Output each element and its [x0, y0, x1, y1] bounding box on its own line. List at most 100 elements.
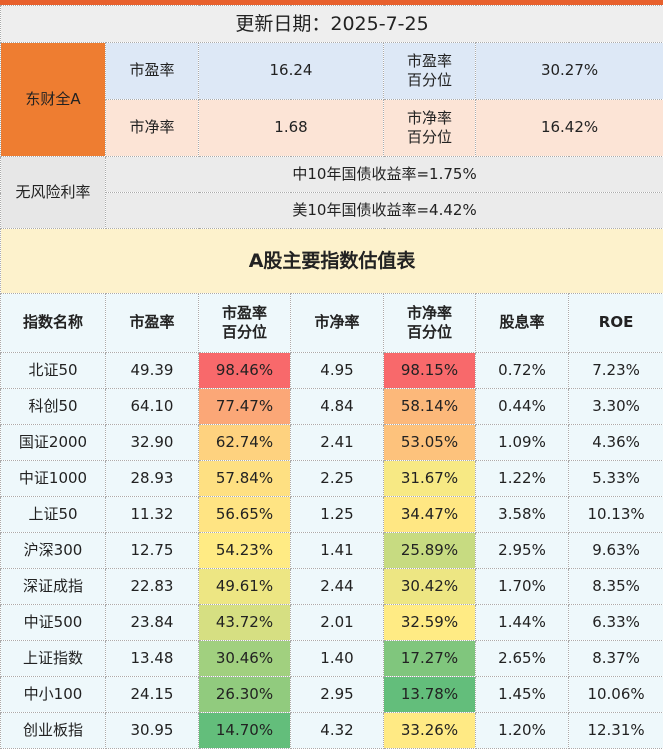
cell: 31.67% — [383, 460, 476, 497]
cell: 中10年国债收益率=1.75% — [104, 156, 663, 193]
cell: 0.72% — [475, 352, 569, 389]
cell: 23.84 — [105, 604, 199, 641]
cell: 32.90 — [105, 424, 199, 461]
cell: 9.63% — [567, 532, 663, 569]
cell: 30.46% — [198, 640, 291, 677]
index-name: 北证50 — [0, 352, 106, 389]
update-date: 更新日期：2025-7-25 — [0, 5, 663, 43]
cell: 53.05% — [383, 424, 476, 461]
summary-label: 东财全A — [0, 42, 106, 157]
cell: 4.95 — [290, 352, 384, 389]
top-bar — [0, 0, 663, 5]
cell: 49.39 — [105, 352, 199, 389]
column-header: 市净率 百分位 — [383, 293, 476, 353]
index-name: 国证2000 — [0, 424, 106, 461]
index-name: 上证50 — [0, 496, 106, 533]
column-header: 市盈率 百分位 — [198, 293, 291, 353]
row: 上证指数 13.48 30.46% 1.40 17.27% 2.65% 8.37% — [0, 640, 663, 677]
cell: 2.95% — [475, 532, 569, 569]
cell: 30.95 — [105, 712, 199, 749]
cell: 26.30% — [198, 676, 291, 713]
cell: 43.72% — [198, 604, 291, 641]
cell: 49.61% — [198, 568, 291, 605]
cell: 8.37% — [567, 640, 663, 677]
cell: 3.30% — [567, 388, 663, 425]
cell: 6.33% — [567, 604, 663, 641]
cell: 13.48 — [105, 640, 199, 677]
cell: 1.25 — [290, 496, 384, 533]
cell: 0.44% — [475, 388, 569, 425]
cell: 1.22% — [475, 460, 569, 497]
row: 科创50 64.10 77.47% 4.84 58.14% 0.44% 3.30% — [0, 388, 663, 425]
cell: 17.27% — [383, 640, 476, 677]
cell: 30.42% — [383, 568, 476, 605]
index-name: 中证1000 — [0, 460, 106, 497]
cell: 11.32 — [105, 496, 199, 533]
cell: 5.33% — [567, 460, 663, 497]
cell: 2.65% — [475, 640, 569, 677]
cell: 58.14% — [383, 388, 476, 425]
cell: 市净率 — [105, 99, 199, 157]
cell: 62.74% — [198, 424, 291, 461]
cell: 24.15 — [105, 676, 199, 713]
cell: 56.65% — [198, 496, 291, 533]
row: 沪深300 12.75 54.23% 1.41 25.89% 2.95% 9.63% — [0, 532, 663, 569]
cell: 1.41 — [290, 532, 384, 569]
cell: 2.44 — [290, 568, 384, 605]
cell: 8.35% — [567, 568, 663, 605]
row: 北证50 49.39 98.46% 4.95 98.15% 0.72% 7.23% — [0, 352, 663, 389]
cell: 2.01 — [290, 604, 384, 641]
index-name: 创业板指 — [0, 712, 106, 749]
cell: 12.75 — [105, 532, 199, 569]
risk-label: 无风险利率 — [0, 156, 106, 229]
index-name: 上证指数 — [0, 640, 106, 677]
cell: 34.47% — [383, 496, 476, 533]
cell: 98.46% — [198, 352, 291, 389]
cell: 3.58% — [475, 496, 569, 533]
cell: 13.78% — [383, 676, 476, 713]
row: 上证50 11.32 56.65% 1.25 34.47% 3.58% 10.13% — [0, 496, 663, 533]
cell: 30.27% — [474, 42, 663, 100]
cell: 1.70% — [475, 568, 569, 605]
cell: 1.44% — [475, 604, 569, 641]
cell: 12.31% — [567, 712, 663, 749]
column-header: 股息率 — [475, 293, 569, 353]
index-name: 沪深300 — [0, 532, 106, 569]
cell: 98.15% — [383, 352, 476, 389]
row: 国证2000 32.90 62.74% 2.41 53.05% 1.09% 4.36% — [0, 424, 663, 461]
cell: 32.59% — [383, 604, 476, 641]
cell: 22.83 — [105, 568, 199, 605]
cell: 2.95 — [290, 676, 384, 713]
column-header: 市净率 — [290, 293, 384, 353]
cell: 1.40 — [290, 640, 384, 677]
cell: 54.23% — [198, 532, 291, 569]
column-header: 指数名称 — [0, 293, 106, 353]
cell: 7.23% — [567, 352, 663, 389]
summary-table: 更新日期：2025-7-25 东财全A 市盈率 16.24 市盈率 百分位 30… — [0, 5, 663, 749]
cell: 64.10 — [105, 388, 199, 425]
row: 创业板指 30.95 14.70% 4.32 33.26% 1.20% 12.31% — [0, 712, 663, 749]
cell: 14.70% — [198, 712, 291, 749]
cell: 1.20% — [475, 712, 569, 749]
cell: 4.84 — [290, 388, 384, 425]
index-name: 科创50 — [0, 388, 106, 425]
cell: 市盈率 百分位 — [383, 42, 476, 100]
row: 深证成指 22.83 49.61% 2.44 30.42% 1.70% 8.35% — [0, 568, 663, 605]
cell: 16.24 — [198, 42, 384, 100]
cell: 1.68 — [198, 99, 384, 157]
index-name: 中小100 — [0, 676, 106, 713]
cell: 25.89% — [383, 532, 476, 569]
cell: 16.42% — [474, 99, 663, 157]
cell: 4.32 — [290, 712, 384, 749]
column-header: 市盈率 — [105, 293, 199, 353]
cell: 28.93 — [105, 460, 199, 497]
cell: 市净率 百分位 — [383, 99, 476, 157]
cell: 1.09% — [475, 424, 569, 461]
cell: 10.13% — [567, 496, 663, 533]
row: 中证1000 28.93 57.84% 2.25 31.67% 1.22% 5.33% — [0, 460, 663, 497]
table-title: A股主要指数估值表 — [0, 228, 663, 294]
cell: 10.06% — [567, 676, 663, 713]
cell: 市盈率 — [105, 42, 199, 100]
cell: 33.26% — [383, 712, 476, 749]
index-name: 深证成指 — [0, 568, 106, 605]
